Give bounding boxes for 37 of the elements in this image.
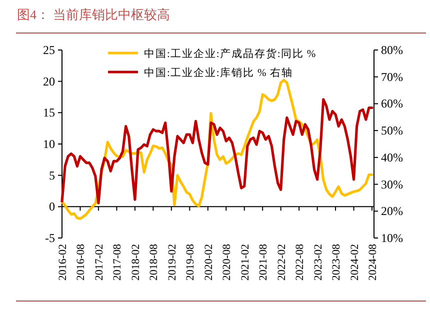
x-tick-label: 2021-08 bbox=[258, 244, 270, 281]
y-tick-label: 25 bbox=[43, 43, 55, 57]
y2-tick-label: 10% bbox=[381, 231, 403, 245]
legend-label: 中国:工业企业:库销比 % 右轴 bbox=[144, 66, 293, 79]
x-tick-label: 2018-02 bbox=[130, 244, 142, 281]
y-tick-label: 0 bbox=[49, 200, 55, 214]
x-tick-label: 2021-02 bbox=[239, 244, 252, 281]
x-tick-label: 2024-02 bbox=[348, 244, 361, 281]
y-tick-label: 10 bbox=[43, 137, 55, 151]
y2-tick-label: 70% bbox=[381, 70, 403, 84]
x-tick-label: 2020-08 bbox=[221, 244, 234, 281]
y2-tick-label: 60% bbox=[381, 96, 403, 111]
x-tick-label: 2023-08 bbox=[330, 244, 343, 281]
x-tick-label: 2020-02 bbox=[202, 244, 215, 281]
y-tick-label: 20 bbox=[43, 74, 55, 88]
x-tick-label: 2022-08 bbox=[294, 244, 306, 281]
y-tick-label: 15 bbox=[43, 106, 55, 120]
x-tick-label: 2018-08 bbox=[148, 244, 160, 281]
x-tick-label: 2017-02 bbox=[93, 244, 106, 281]
x-tick-label: 2022-02 bbox=[276, 244, 288, 281]
x-tick-label: 2023-02 bbox=[312, 244, 324, 281]
y-tick-label: -5 bbox=[45, 231, 55, 245]
x-tick-label: 2024-08 bbox=[367, 244, 379, 281]
x-tick-label: 2019-02 bbox=[166, 244, 178, 281]
x-tick-label: 2016-08 bbox=[75, 244, 88, 281]
y2-tick-label: 30% bbox=[381, 177, 403, 192]
legend-label: 中国:工业企业:产成品存货:同比 % bbox=[144, 47, 316, 60]
y-tick-label: 5 bbox=[49, 168, 55, 182]
y2-tick-label: 80% bbox=[381, 43, 403, 57]
chart-title: 图4： 当前库销比中枢较高 bbox=[17, 7, 170, 22]
x-tick-label: 2016-02 bbox=[57, 244, 69, 281]
x-tick-label: 2019-08 bbox=[184, 244, 197, 281]
line-series bbox=[60, 98, 374, 204]
y2-tick-label: 50% bbox=[381, 124, 403, 138]
x-tick-label: 2017-08 bbox=[112, 244, 124, 281]
y2-tick-label: 20% bbox=[381, 204, 403, 218]
y2-tick-label: 40% bbox=[381, 150, 403, 164]
